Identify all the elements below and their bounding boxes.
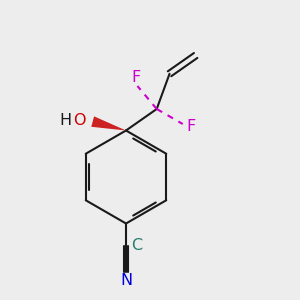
Text: C: C [131,238,142,253]
Text: O: O [73,112,85,128]
Text: H: H [60,112,72,128]
Text: F: F [131,70,141,85]
Text: F: F [187,119,196,134]
Text: N: N [120,273,132,288]
Polygon shape [91,116,126,130]
